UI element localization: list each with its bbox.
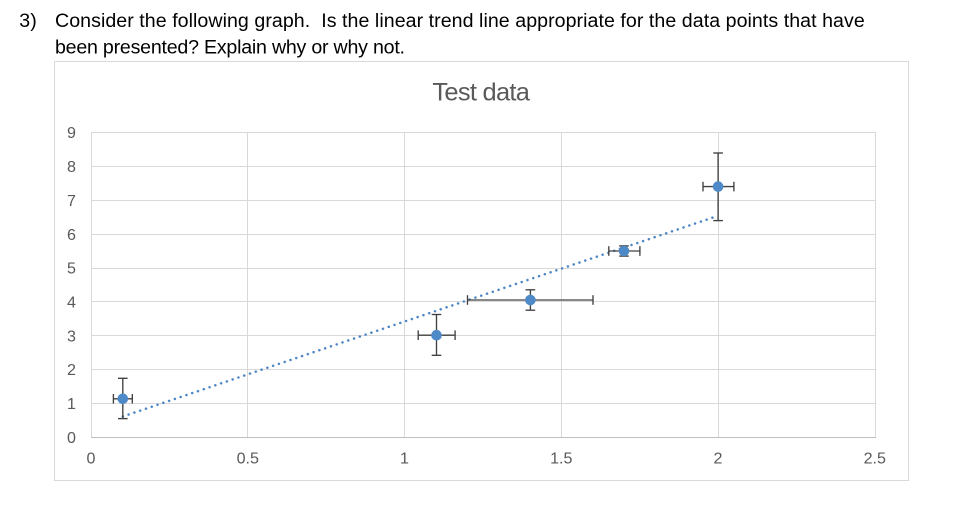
svg-text:7: 7 <box>67 192 76 210</box>
svg-text:0: 0 <box>87 449 96 467</box>
svg-text:9: 9 <box>67 124 76 142</box>
svg-text:1: 1 <box>400 449 409 467</box>
svg-text:2: 2 <box>714 449 723 467</box>
svg-text:Consider the following graph.: Consider the following graph. Is the lin… <box>55 10 865 32</box>
svg-text:1: 1 <box>67 395 76 413</box>
svg-text:6: 6 <box>67 226 76 244</box>
svg-text:2.5: 2.5 <box>864 449 886 467</box>
svg-text:1.5: 1.5 <box>550 449 572 467</box>
svg-text:3): 3) <box>19 10 36 32</box>
svg-text:2: 2 <box>67 361 76 379</box>
svg-text:8: 8 <box>67 158 76 176</box>
svg-text:5: 5 <box>67 260 76 278</box>
svg-text:3: 3 <box>67 327 76 345</box>
svg-text:0.5: 0.5 <box>237 449 259 467</box>
svg-text:Test data: Test data <box>432 79 530 107</box>
svg-text:4: 4 <box>67 294 76 312</box>
svg-text:been presented? Explain why or: been presented? Explain why or why not. <box>55 36 405 58</box>
svg-text:0: 0 <box>67 429 76 447</box>
